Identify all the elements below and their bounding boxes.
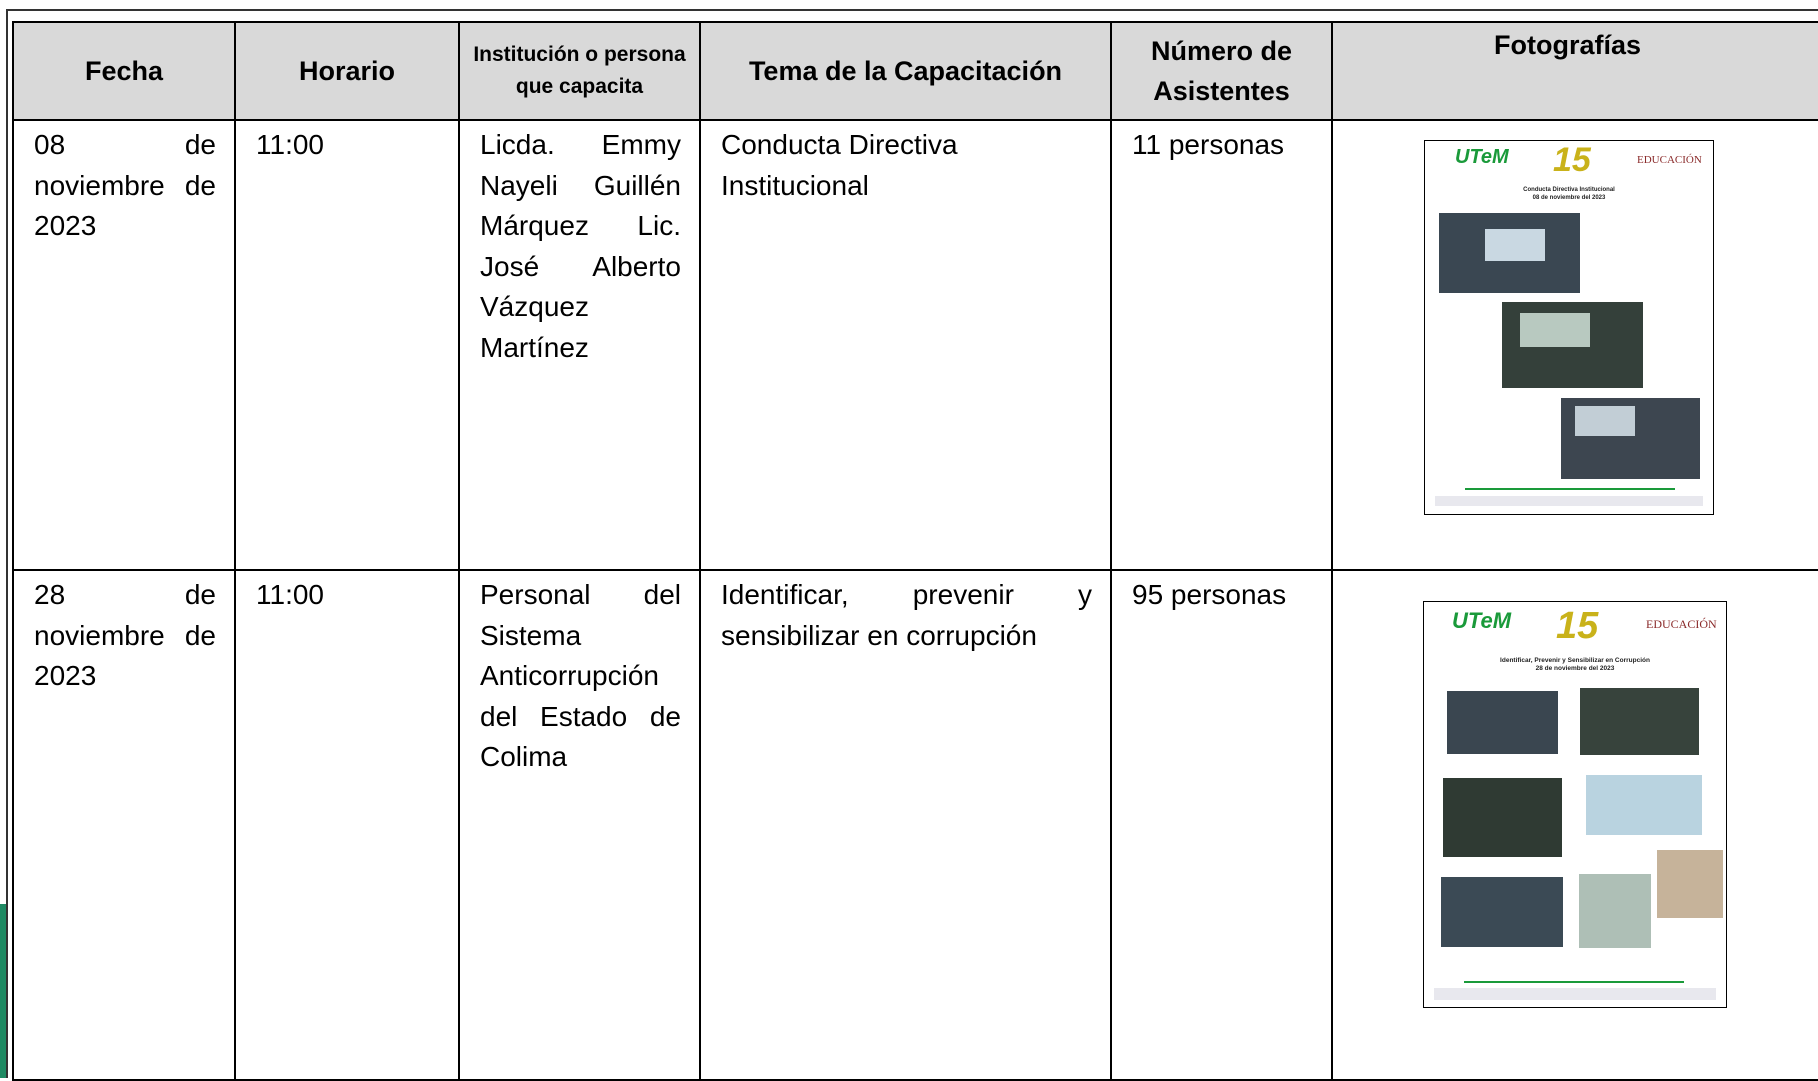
photo — [1657, 850, 1723, 918]
photo-cell: UTeM 15 EDUCACIÓN Identificar, Prevenir … — [1331, 569, 1818, 1081]
page-frame — [6, 9, 8, 1078]
topic-cell: Identificar, prevenir y sensibilizar en … — [699, 569, 1112, 1081]
header-cell: Número de Asistentes — [1110, 21, 1333, 121]
date-cell: 28 de noviembre de 2023 — [12, 569, 236, 1081]
topic-cell: Conducta Directiva Institucional — [699, 119, 1112, 571]
poster-title: Conducta Directiva Institucional — [1523, 187, 1615, 193]
poster: UTeM 15 EDUCACIÓN Identificar, Prevenir … — [1423, 601, 1727, 1008]
photo-cell: UTeM 15 EDUCACIÓN Conducta Directiva Ins… — [1331, 119, 1818, 571]
poster-logo: UTeM — [1455, 146, 1510, 168]
header-cell: Fotografías — [1331, 21, 1818, 121]
time-cell: 11:00 — [234, 119, 460, 571]
poster-date: 08 de noviembre del 2023 — [1533, 195, 1606, 201]
photo — [1586, 775, 1702, 835]
attendees-cell: 95 personas — [1110, 569, 1333, 1081]
time-cell: 11:00 — [234, 569, 460, 1081]
poster-art: UTeM 15 EDUCACIÓN Conducta Directiva Ins… — [1435, 141, 1703, 506]
poster-footer — [1435, 496, 1703, 506]
attendees-cell: 11 personas — [1110, 119, 1333, 571]
poster-footer — [1434, 988, 1716, 1000]
photo-detail — [1485, 229, 1545, 261]
poster-title: Identificar, Prevenir y Sensibilizar en … — [1500, 657, 1650, 664]
photo-detail — [1520, 313, 1590, 347]
trainer-cell: Personal del Sistema Anticorrupción del … — [458, 569, 701, 1081]
poster: UTeM 15 EDUCACIÓN Conducta Directiva Ins… — [1424, 140, 1714, 515]
page-frame — [6, 9, 1818, 11]
poster-ministry: EDUCACIÓN — [1646, 617, 1717, 631]
photo — [1447, 691, 1558, 754]
photo — [1443, 778, 1562, 857]
photo — [1441, 877, 1563, 947]
header-cell: Institución o persona que capacita — [458, 21, 701, 121]
trainer-cell: Licda. Emmy Nayeli Guillén Márquez Lic. … — [458, 119, 701, 571]
header-cell: Tema de la Capacitación — [699, 21, 1112, 121]
header-cell: Fecha — [12, 21, 236, 121]
poster-logo: UTeM — [1452, 608, 1512, 633]
photo — [1580, 688, 1699, 755]
poster-ministry: EDUCACIÓN — [1637, 154, 1702, 166]
side-strip — [0, 904, 6, 1078]
poster-anniversary: 15 — [1556, 605, 1599, 647]
poster-art: UTeM 15 EDUCACIÓN Identificar, Prevenir … — [1434, 605, 1723, 1000]
poster-anniversary: 15 — [1553, 141, 1592, 179]
table-row: 28 de noviembre de 2023 11:00 Personal d… — [12, 569, 1818, 1081]
poster-date: 28 de noviembre del 2023 — [1536, 665, 1615, 672]
header-cell: Horario — [234, 21, 460, 121]
photo — [1579, 874, 1651, 948]
date-cell: 08 de noviembre de 2023 — [12, 119, 236, 571]
header-row: Fecha Horario Institución o persona que … — [12, 21, 1818, 121]
photo-detail — [1575, 406, 1635, 436]
table-row: 08 de noviembre de 2023 11:00 Licda. Emm… — [12, 119, 1818, 571]
training-table: Fecha Horario Institución o persona que … — [12, 21, 1818, 1081]
